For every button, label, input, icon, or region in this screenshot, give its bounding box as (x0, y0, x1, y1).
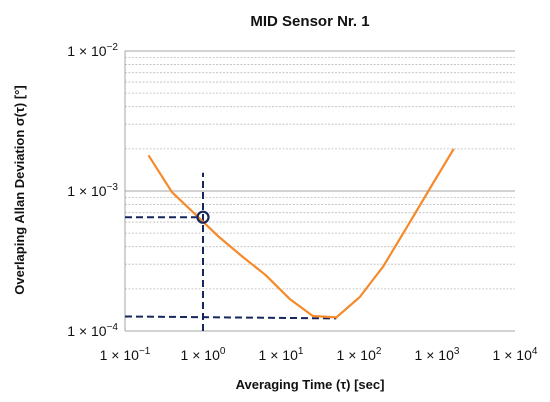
grid-lines (124, 50, 515, 332)
x-tick-label: 1 × 104 (493, 346, 538, 363)
y-tick-label: 1 × 10−3 (67, 182, 118, 199)
x-tick-label: 1 × 100 (181, 346, 226, 363)
x-axis-label: Averaging Time (τ) [sec] (236, 377, 385, 392)
tick-labels: 1 × 10−1 1 × 100 1 × 101 1 × 102 1 × 103 1 × … (67, 42, 538, 363)
x-tick-label: 1 × 10−1 (100, 346, 151, 363)
y-tick-label: 1 × 10−4 (67, 322, 118, 339)
dashed-guide-line (124, 315, 337, 320)
y-axis-label: Overlaping Allan Deviation σ(τ) [°] (12, 85, 27, 294)
x-tick-label: 1 × 101 (259, 346, 304, 363)
highlight-marker (196, 210, 210, 224)
x-tick-label: 1 × 102 (337, 346, 382, 363)
y-tick-label: 1 × 10−2 (67, 42, 118, 59)
series-line (147, 148, 455, 319)
annotations (124, 172, 337, 331)
x-tick-label: 1 × 103 (415, 346, 460, 363)
chart-title: MID Sensor Nr. 1 (250, 13, 369, 30)
series-layer (147, 148, 455, 319)
